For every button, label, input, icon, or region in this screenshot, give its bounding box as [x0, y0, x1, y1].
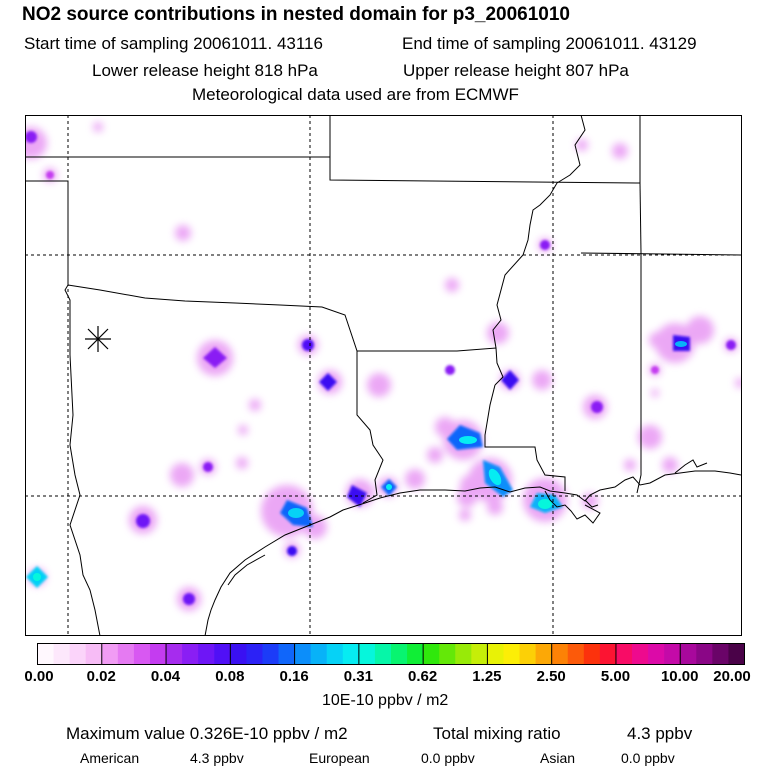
colorbar-cell: [696, 643, 713, 665]
colorbar-cell: [439, 643, 456, 665]
colorbar-cell: [326, 643, 344, 665]
upper-release-label: Upper release height 807 hPa: [403, 61, 629, 80]
colorbar-cell: [214, 643, 231, 665]
colorbar-cell: [567, 643, 585, 665]
american-label: American: [80, 750, 140, 766]
colorbar-cell: [37, 643, 55, 665]
colorbar-tick-label: 20.00: [713, 668, 751, 685]
colorbar-tick-label: 0.62: [408, 668, 438, 685]
colorbar-tick-label: 0.04: [150, 668, 181, 685]
start-time-label: Start time of sampling 20061011. 43116: [24, 34, 323, 53]
colorbar-cell: [278, 643, 296, 665]
colorbar-tick-label: 0.02: [86, 668, 116, 685]
met-data-label: Meteorological data used are from ECMWF: [192, 85, 519, 104]
colorbar-cell: [342, 643, 360, 665]
colorbar-cell: [133, 643, 151, 665]
colorbar-cell: [149, 643, 167, 665]
map-frame: [25, 115, 742, 636]
end-time-label: End time of sampling 20061011. 43129: [402, 34, 697, 53]
colorbar-cell: [680, 643, 697, 665]
colorbar-cell: [487, 643, 505, 665]
colorbar-cell: [471, 643, 489, 665]
gulf-coastline: [204, 459, 742, 636]
colorbar-cell: [728, 643, 745, 665]
colorbar-cell: [455, 643, 472, 665]
colorbar-frame: [37, 643, 745, 665]
colorbar-tick-label: 10.00: [660, 668, 699, 685]
release-site-asterisk: [85, 326, 111, 352]
colorbar-tick-label: 0.08: [215, 668, 245, 685]
colorbar-tick-label: 0.16: [279, 668, 309, 685]
asian-value: 0.0 ppbv: [621, 750, 675, 766]
american-value: 4.3 ppbv: [190, 750, 244, 766]
european-label: European: [309, 750, 370, 766]
colorbar-cell: [712, 643, 730, 665]
total-mixing-label: Total mixing ratio: [433, 724, 561, 743]
colorbar-cell: [166, 643, 183, 665]
colorbar-cell: [69, 643, 87, 665]
colorbar-cell: [358, 643, 376, 665]
colorbar-cell: [535, 643, 553, 665]
colorbar-cell: [407, 643, 424, 665]
map-title: NO2 source contributions in nested domai…: [22, 4, 570, 25]
colorbar-cell: [198, 643, 215, 665]
colorbar-units: 10E-10 ppbv / m2: [322, 692, 449, 709]
concentration-map: [25, 115, 742, 636]
colorbar-cell: [294, 643, 312, 665]
colorbar-cell: [101, 643, 119, 665]
colorbar-cell: [230, 643, 247, 665]
colorbar-cell: [391, 643, 408, 665]
colorbar-tick-label: 1.25: [472, 668, 502, 685]
total-mixing-value: 4.3 ppbv: [627, 724, 693, 743]
lower-release-label: Lower release height 818 hPa: [92, 61, 318, 80]
lat-lon-grid: [25, 115, 742, 636]
colorbar-cell: [85, 643, 103, 665]
colorbar-cell: [599, 643, 617, 665]
colorbar-tick-label: 0.00: [24, 668, 54, 685]
colorbar-cell: [310, 643, 328, 665]
colorbar-cell: [632, 643, 649, 665]
colorbar-tick-label: 5.00: [600, 668, 631, 685]
asian-label: Asian: [540, 750, 576, 766]
colorbar-cell: [664, 643, 681, 665]
plume-hotspots: [33, 341, 687, 581]
colorbar-cell: [648, 643, 665, 665]
colorbar-cell: [423, 643, 440, 665]
colorbar-cell: [374, 643, 392, 665]
colorbar-tick-label: 2.50: [536, 668, 566, 685]
colorbar-cell: [246, 643, 264, 665]
colorbar: [37, 643, 745, 665]
colorbar-cell: [117, 643, 135, 665]
max-value-label: Maximum value 0.326E-10 ppbv / m2: [66, 724, 348, 743]
colorbar-cell: [503, 643, 521, 665]
colorbar-cell: [262, 643, 280, 665]
european-value: 0.0 ppbv: [421, 750, 475, 766]
colorbar-cell: [53, 643, 71, 665]
colorbar-cell: [519, 643, 537, 665]
political-borders: [25, 115, 742, 636]
colorbar-tick-label: 0.31: [343, 668, 373, 685]
colorbar-cell: [182, 643, 199, 665]
colorbar-cell: [615, 643, 633, 665]
colorbar-cell: [551, 643, 569, 665]
colorbar-cell: [583, 643, 601, 665]
